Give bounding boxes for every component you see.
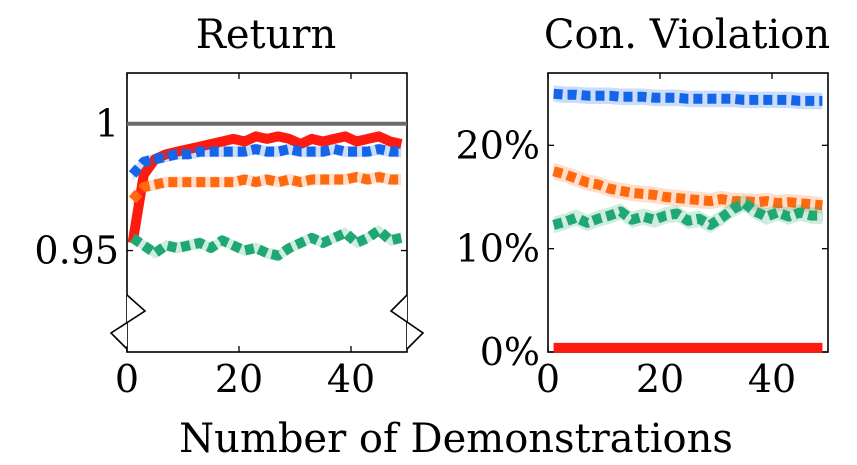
x-tick-label: 0 [536, 357, 560, 401]
x-tick-label: 40 [327, 357, 375, 401]
violation-panel: 0 20 40 0% 10% 20% [456, 72, 829, 401]
series-line [129, 225, 403, 261]
series-line [552, 198, 823, 230]
x-tick-label: 40 [748, 357, 796, 401]
return-panel: 0 20 40 0.95 1 [34, 72, 425, 401]
y-tick-label: 20% [456, 123, 540, 167]
series-band [553, 162, 823, 214]
y-tick-label: 1 [95, 102, 119, 146]
series-line [553, 88, 823, 106]
series-line [128, 172, 402, 204]
y-tick-label: 0.95 [34, 229, 119, 273]
series-line [552, 166, 823, 211]
x-tick-label: 20 [636, 357, 684, 401]
series-band [553, 194, 823, 234]
x-tick-label: 0 [115, 357, 139, 401]
series-line [128, 144, 402, 178]
axis-break-right [389, 294, 425, 350]
axis-break-left [109, 294, 147, 350]
plot-frame [126, 72, 408, 353]
y-tick-label: 10% [456, 227, 540, 271]
series-line [127, 131, 403, 244]
violation-title: Con. Violation [544, 12, 830, 58]
x-axis-label: Number of Demonstrations [179, 416, 733, 462]
return-title: Return [196, 12, 337, 58]
y-tick-label: 0% [480, 330, 540, 374]
x-tick-label: 20 [215, 357, 263, 401]
